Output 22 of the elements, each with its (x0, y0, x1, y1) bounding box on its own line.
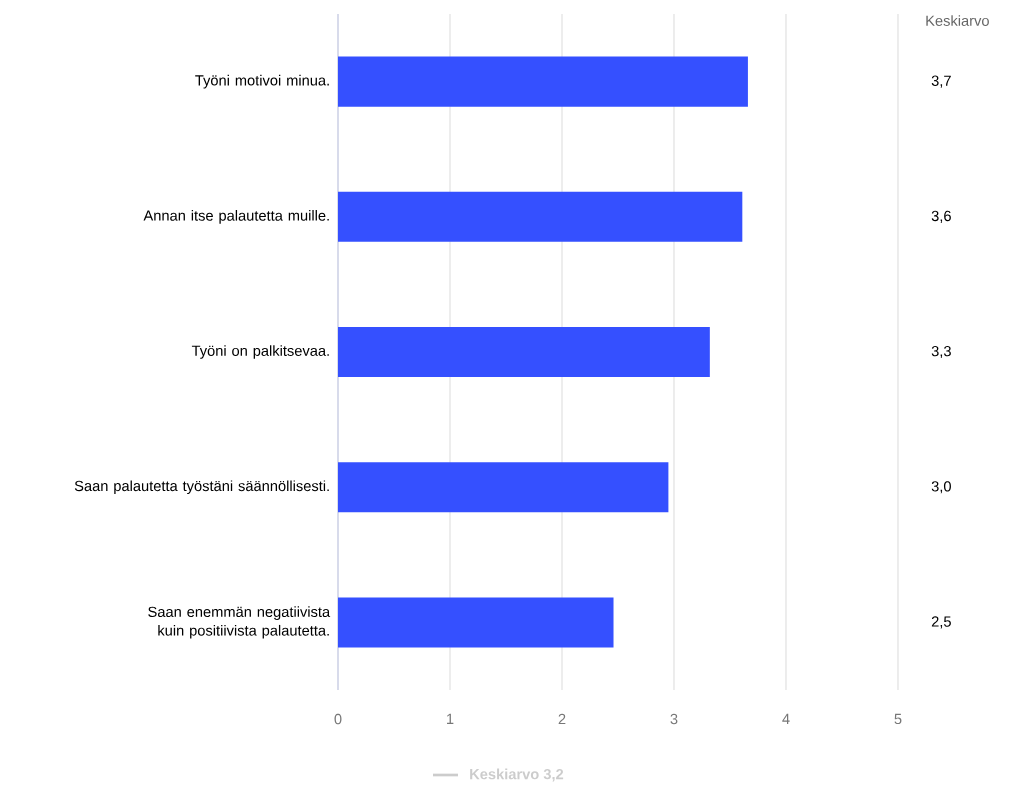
bar (338, 462, 669, 513)
y-tick-label: Saan enemmän negatiivista kuin positiivista palautetta. (148, 606, 331, 639)
y-tick-label: Työni motivoi minua. (195, 74, 329, 89)
x-tick-label: 0 (334, 713, 342, 725)
bar (338, 327, 710, 378)
text: Keskiarvo (926, 15, 989, 26)
data-label: 2,5 (931, 616, 951, 629)
y-tick-label: Työni on palkitsevaa. (191, 345, 329, 359)
bar (338, 56, 748, 107)
x-tick-label: 1 (447, 713, 454, 724)
x-tick-label: 2 (558, 713, 566, 725)
x-tick-label: 3 (670, 713, 678, 725)
x-tick-label: 4 (782, 713, 790, 724)
y-tick-label: Annan itse palautetta muille. (143, 209, 329, 224)
data-label: 3,3 (931, 345, 951, 359)
data-label: 3,6 (931, 210, 951, 223)
y-tick-label: Saan palautetta työstäni säännöllisesti. (74, 480, 329, 495)
data-label: 3,7 (931, 75, 951, 88)
bar (338, 597, 614, 648)
bar (338, 191, 743, 242)
data-label: 3,0 (931, 481, 951, 494)
x-tick-label: 5 (894, 713, 902, 725)
